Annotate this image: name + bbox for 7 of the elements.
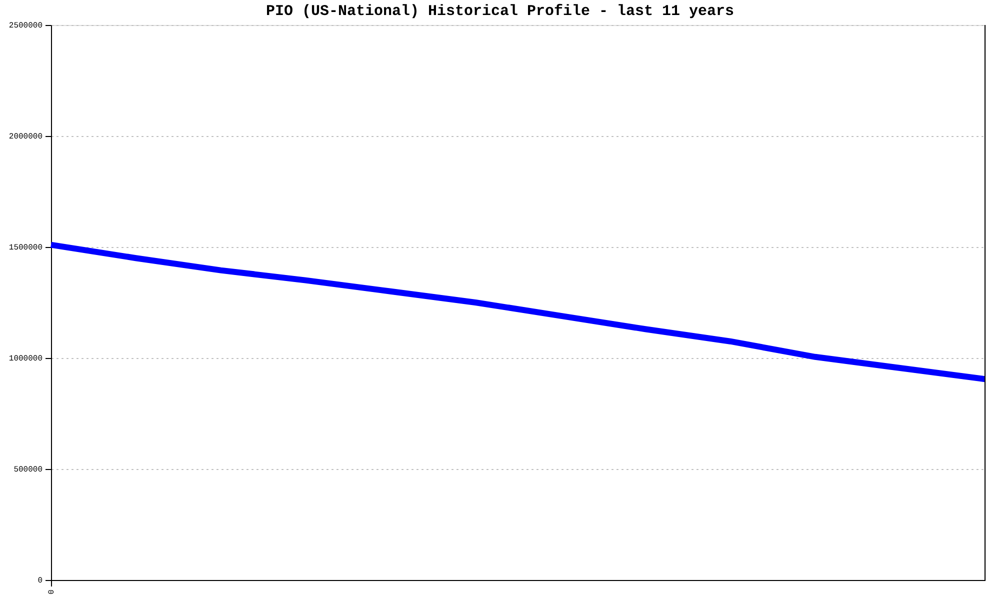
chart-title: PIO (US-National) Historical Profile - last 11 years	[266, 3, 734, 20]
y-tick-label: 500000	[14, 466, 43, 474]
y-tick-label: 0	[38, 576, 43, 586]
y-tick-label: 2500000	[8, 22, 43, 30]
y-tick-label: 1000000	[8, 354, 43, 364]
y-tick-label: 1500000	[8, 244, 43, 252]
y-tick-label: 2000000	[8, 132, 43, 142]
